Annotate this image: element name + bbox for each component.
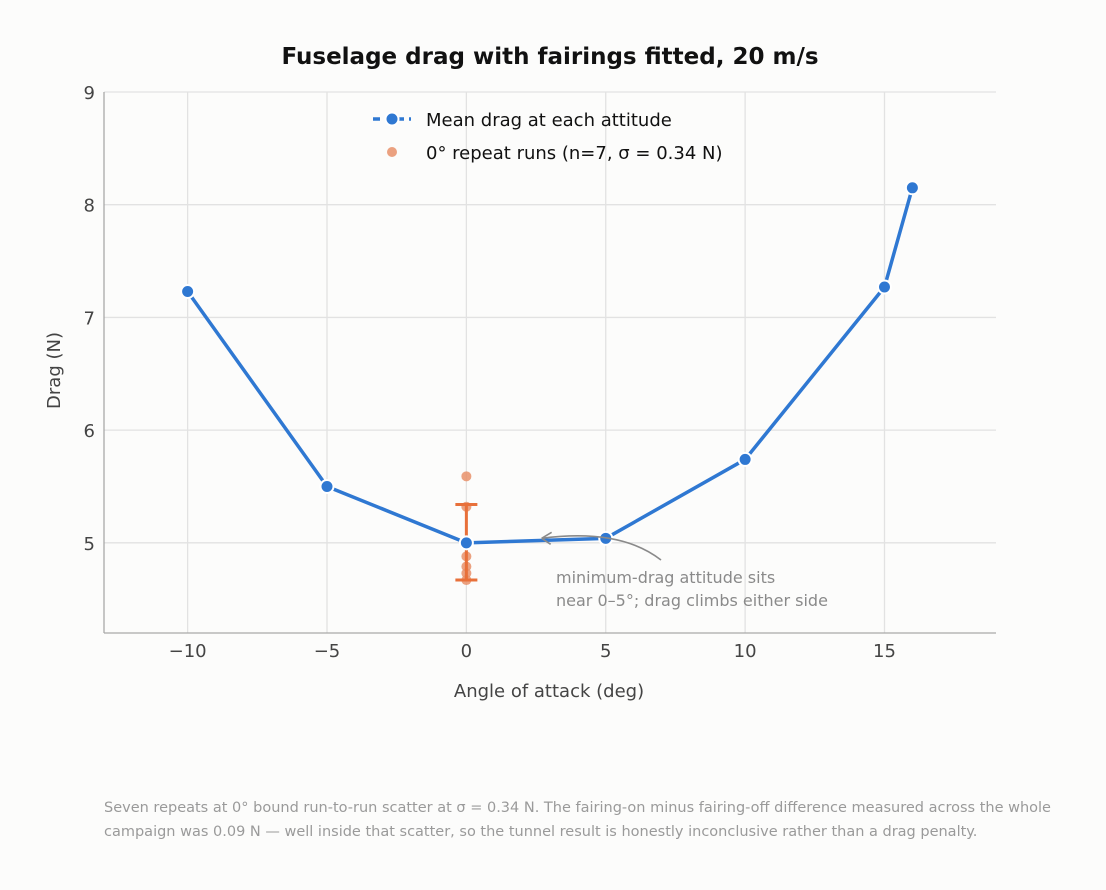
mean-drag-point xyxy=(319,478,335,494)
mean-drag-line xyxy=(186,187,915,545)
legend: Mean drag at each attitude 0° repeat runs… xyxy=(373,110,723,164)
y-tick-label: 9 xyxy=(84,83,95,104)
y-axis-label: Drag (N) xyxy=(44,332,65,409)
y-tick-labels: 5 6 7 8 9 xyxy=(84,83,95,555)
x-tick-label: 10 xyxy=(734,641,757,662)
x-tick-label: 15 xyxy=(873,641,896,662)
y-tick-label: 5 xyxy=(84,534,95,555)
drag-chart: Fuselage drag with fairings fitted, 20 m… xyxy=(44,44,996,702)
annotation-text-line: minimum-drag attitude sits xyxy=(556,568,775,587)
x-tick-labels: −10 −5 0 5 10 15 xyxy=(169,641,896,662)
y-tick-label: 7 xyxy=(84,308,95,329)
legend-line-marker xyxy=(384,111,400,127)
mean-drag-series xyxy=(180,180,920,551)
chart-title: Fuselage drag with fairings fitted, 20 m… xyxy=(281,44,818,70)
annotation-arrowhead xyxy=(541,531,553,545)
x-tick-label: 5 xyxy=(600,641,611,662)
annotation-text-line: near 0–5°; drag climbs either side xyxy=(556,591,828,610)
y-tick-label: 6 xyxy=(84,421,95,442)
legend-scatter-marker xyxy=(387,147,397,157)
grid xyxy=(104,91,996,633)
mean-drag-point xyxy=(904,180,920,196)
legend-label-mean: Mean drag at each attitude xyxy=(426,110,672,131)
x-axis-label: Angle of attack (deg) xyxy=(454,681,644,702)
caption: Seven repeats at 0° bound run-to-run sca… xyxy=(104,800,1051,840)
mean-drag-point xyxy=(458,535,474,551)
mean-drag-point xyxy=(180,283,196,299)
annotation-arrow xyxy=(541,535,662,561)
x-tick-label: −5 xyxy=(314,641,341,662)
mean-drag-point xyxy=(737,451,753,467)
repeat-run-point xyxy=(461,471,472,482)
legend-label-repeats: 0° repeat runs (n=7, σ = 0.34 N) xyxy=(426,143,723,164)
x-tick-label: 0 xyxy=(461,641,472,662)
annotation: minimum-drag attitude sits near 0–5°; dra… xyxy=(541,531,828,610)
y-tick-label: 8 xyxy=(84,196,95,217)
x-tick-label: −10 xyxy=(169,641,207,662)
mean-drag-point xyxy=(877,279,892,295)
axes xyxy=(103,92,996,634)
